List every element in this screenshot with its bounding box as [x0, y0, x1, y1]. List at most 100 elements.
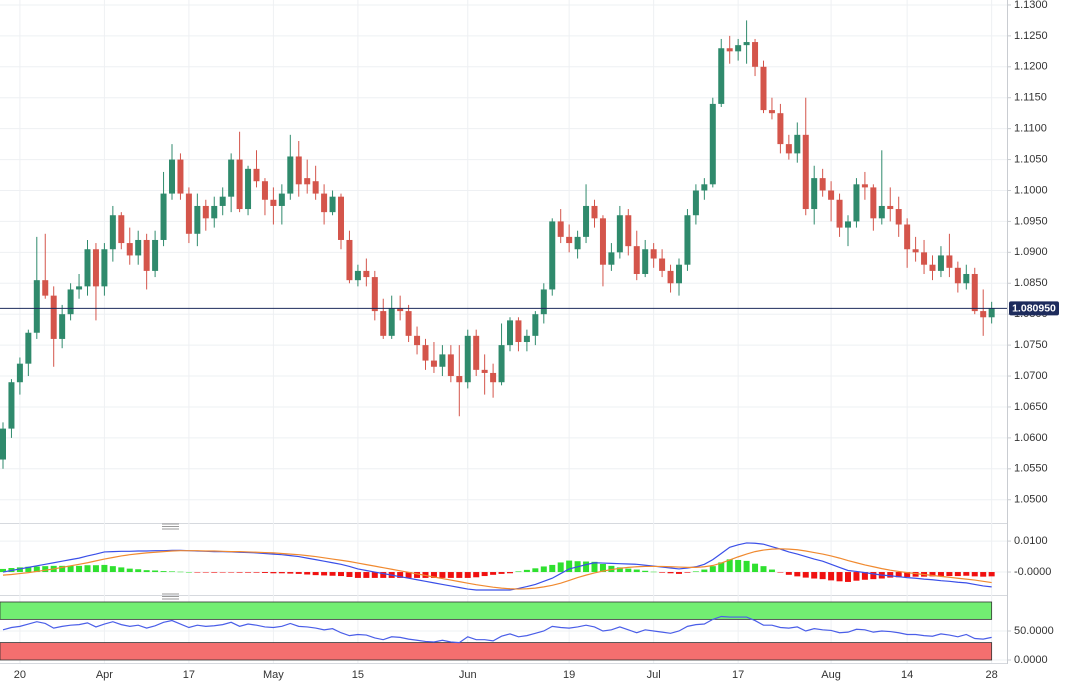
- histogram-bar: [84, 565, 91, 573]
- histogram-bar: [295, 572, 302, 574]
- x-tick-label: Jun: [459, 669, 477, 681]
- candle-body: [523, 335, 530, 343]
- candle-body: [270, 199, 277, 206]
- histogram-bar: [185, 572, 192, 573]
- histogram-bar: [963, 572, 970, 576]
- candle-body: [515, 320, 522, 343]
- candle-body: [363, 270, 370, 278]
- histogram-bar: [211, 572, 218, 573]
- candle-body: [473, 335, 480, 370]
- candle-body: [692, 190, 699, 216]
- candle-body: [963, 273, 970, 284]
- candle-body: [887, 205, 894, 210]
- histogram-bar: [904, 572, 911, 577]
- histogram-bar: [67, 565, 74, 573]
- candle-body: [980, 311, 987, 318]
- candle-body: [785, 144, 792, 154]
- histogram-bar: [160, 571, 167, 573]
- candle-body: [228, 159, 235, 197]
- candle-body: [845, 221, 851, 228]
- y-tick-label: 1.0550: [1014, 463, 1048, 475]
- x-tick-label: 14: [901, 669, 913, 681]
- histogram-bar: [845, 572, 851, 582]
- candle-body: [321, 193, 328, 213]
- histogram-bar: [794, 572, 801, 577]
- candle-body: [329, 196, 336, 213]
- histogram-bar: [42, 566, 49, 573]
- y-tick-label: 1.0700: [1014, 370, 1048, 382]
- histogram-bar: [236, 572, 243, 573]
- histogram-bar: [523, 569, 530, 573]
- candle-body: [464, 335, 471, 383]
- candle-body: [988, 308, 995, 318]
- histogram-bar: [0, 568, 6, 573]
- candle-body: [557, 221, 564, 237]
- candle-body: [498, 345, 505, 383]
- histogram-bar: [16, 567, 23, 573]
- histogram-bar: [802, 572, 809, 578]
- candle-body: [768, 110, 775, 114]
- candle-body: [211, 205, 218, 219]
- histogram-bar: [887, 572, 894, 578]
- histogram-bar: [253, 572, 260, 573]
- y-tick-label: 50.0000: [1014, 625, 1054, 637]
- x-tick-label: 17: [183, 669, 195, 681]
- candle-body: [794, 134, 801, 154]
- candle-body: [143, 239, 150, 271]
- histogram-bar: [202, 572, 209, 573]
- histogram-bar: [608, 565, 615, 573]
- histogram-bar: [760, 566, 767, 573]
- candle-body: [16, 363, 23, 383]
- histogram-bar: [633, 569, 640, 573]
- x-tick-label: Jul: [647, 669, 661, 681]
- candle-body: [726, 48, 733, 52]
- candle-body: [709, 103, 716, 185]
- candle-body: [853, 184, 860, 222]
- y-tick-label: 1.0950: [1014, 215, 1048, 227]
- histogram-bar: [380, 572, 387, 578]
- histogram-bar: [583, 561, 590, 573]
- resize-handle[interactable]: [162, 593, 179, 600]
- candle-body: [684, 215, 691, 265]
- y-tick-label: 1.1250: [1014, 30, 1048, 42]
- histogram-bar: [354, 572, 361, 578]
- y-tick-label: 1.0500: [1014, 494, 1048, 506]
- candle-body: [354, 270, 361, 281]
- candle-body: [718, 48, 725, 104]
- histogram-bar: [853, 572, 860, 581]
- histogram-bar: [329, 572, 336, 576]
- candle-body: [8, 382, 15, 429]
- histogram-bar: [709, 566, 716, 573]
- histogram-bar: [828, 572, 835, 581]
- resize-handle[interactable]: [162, 523, 179, 530]
- candle-body: [185, 193, 192, 234]
- candle-body: [583, 205, 590, 237]
- histogram-bar: [338, 572, 344, 577]
- histogram-bar: [659, 572, 666, 573]
- histogram-bar: [811, 572, 818, 579]
- histogram-bar: [397, 572, 404, 578]
- candle-body: [169, 159, 175, 194]
- candle-body: [870, 187, 877, 219]
- candle-body: [735, 45, 742, 52]
- candle-body: [160, 193, 167, 240]
- histogram-bar: [25, 566, 32, 573]
- candle-body: [219, 196, 226, 206]
- candle-body: [659, 258, 666, 271]
- histogram-bar: [718, 562, 725, 573]
- histogram-bar: [929, 572, 936, 577]
- candle-body: [650, 249, 657, 259]
- y-tick-label: 1.0900: [1014, 246, 1048, 258]
- candle-body: [642, 249, 649, 274]
- y-tick-label: 0.0000: [1014, 654, 1048, 666]
- candle-body: [904, 224, 911, 250]
- histogram-bar: [735, 559, 742, 573]
- candle-body: [194, 205, 201, 234]
- histogram-bar: [642, 570, 649, 573]
- histogram-bar: [980, 572, 987, 577]
- candle-body: [456, 376, 463, 383]
- histogram-bar: [92, 565, 99, 573]
